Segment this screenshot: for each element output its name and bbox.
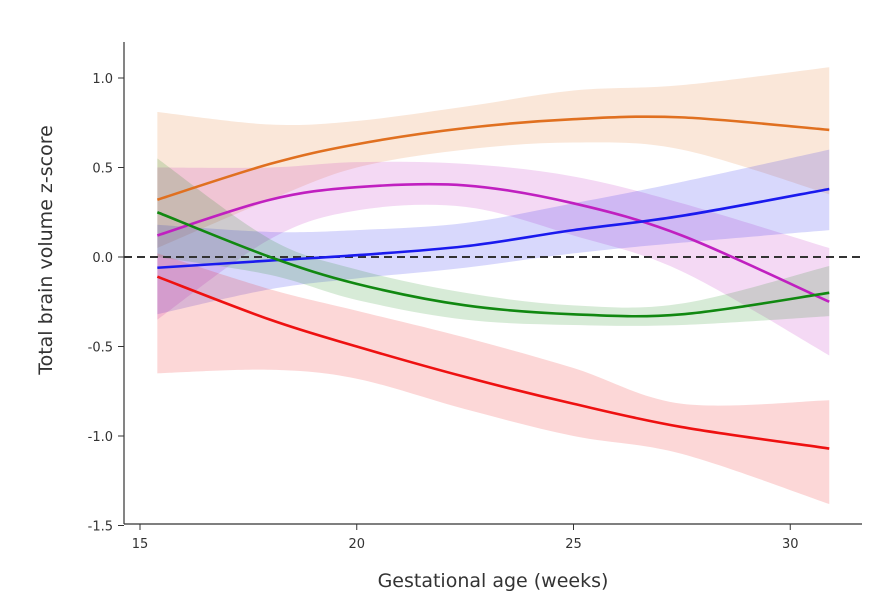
y-tick-label: -1.5 xyxy=(88,520,113,535)
confidence-band-2 xyxy=(157,149,830,315)
series-line-2 xyxy=(157,187,830,270)
y-tick-label: -0.5 xyxy=(88,341,113,356)
series-line-4 xyxy=(156,275,830,450)
y-tick-label: -1.0 xyxy=(88,430,113,445)
ticks: 15 20 25 30 1.0 0.5 0.0 -0.5 -1.0 -1.5 xyxy=(88,72,799,552)
x-tick-label: 25 xyxy=(565,537,582,552)
confidence-band-0 xyxy=(157,67,830,249)
series-line-3 xyxy=(156,211,830,318)
series-lines xyxy=(156,115,830,450)
confidence-band-1 xyxy=(157,161,830,356)
confidence-bands xyxy=(157,67,830,505)
confidence-band-4 xyxy=(157,253,830,505)
x-tick-label: 30 xyxy=(782,537,799,552)
y-tick-label: 0.0 xyxy=(92,251,113,266)
series-line-0 xyxy=(156,115,830,201)
y-tick-label: 1.0 xyxy=(92,72,113,87)
x-axis-label: Gestational age (weeks) xyxy=(378,570,609,592)
confidence-band-3 xyxy=(157,158,830,326)
series-line-1 xyxy=(156,182,830,303)
x-tick-label: 15 xyxy=(132,537,149,552)
y-axis-label: Total brain volume z-score xyxy=(35,125,57,376)
y-tick-label: 0.5 xyxy=(92,162,113,177)
x-tick-label: 20 xyxy=(348,537,365,552)
